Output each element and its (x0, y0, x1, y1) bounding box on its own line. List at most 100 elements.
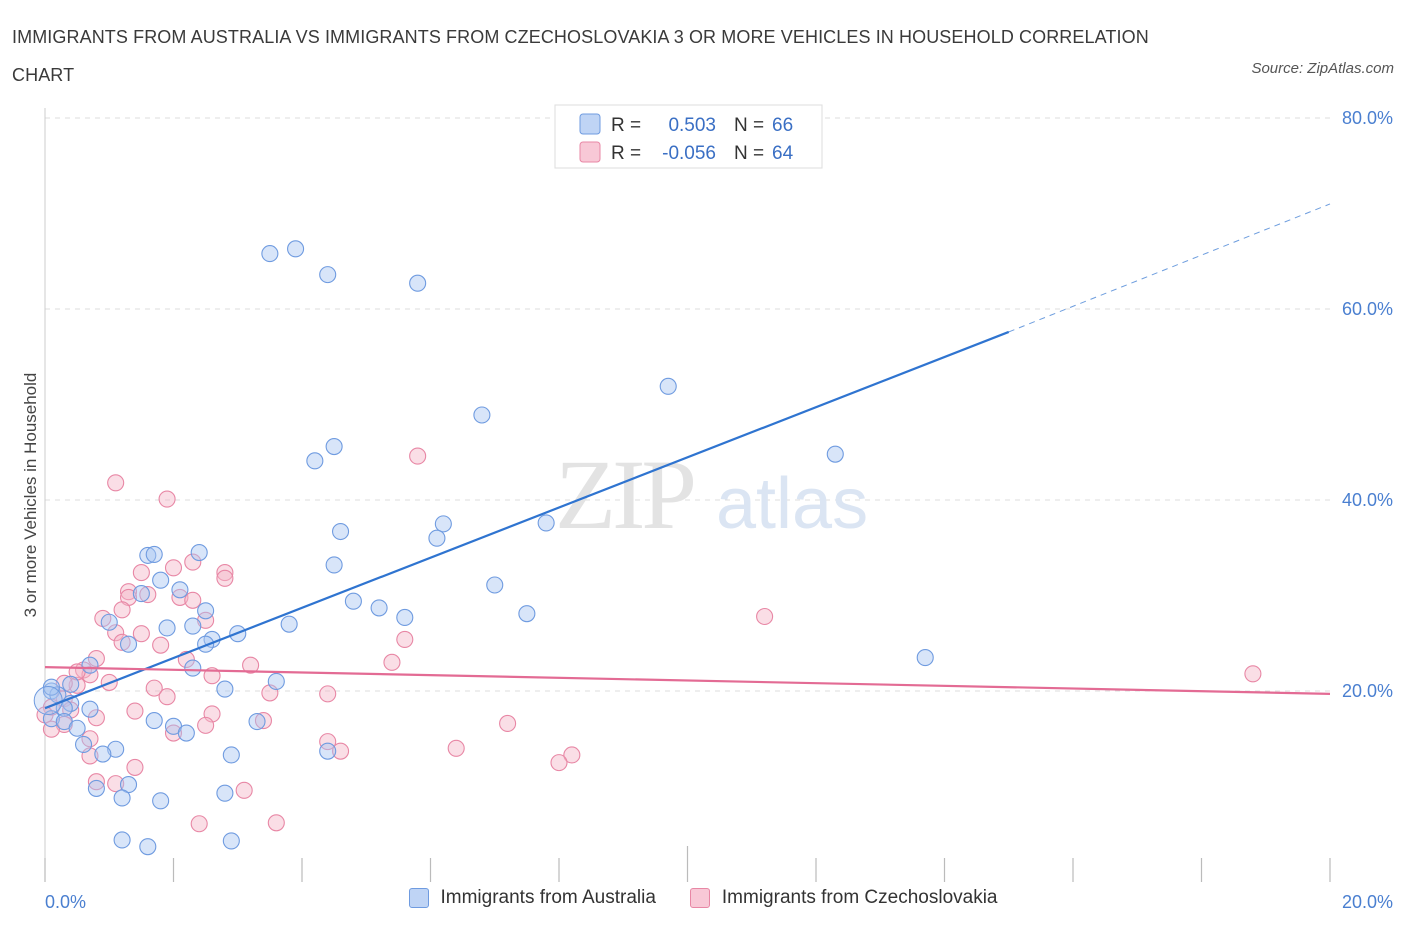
point-australia (113, 789, 131, 807)
point-australia (139, 546, 157, 564)
point-australia (428, 529, 446, 547)
y-tick-labels: 20.0% 40.0% 60.0% 80.0% (1342, 108, 1393, 701)
point-czechoslovakia (126, 702, 144, 720)
point-australia (197, 602, 215, 620)
legend-n-value-czechoslovakia: 64 (772, 143, 794, 164)
legend-item-australia: Immigrants from Australia (408, 887, 656, 909)
point-czechoslovakia (197, 716, 215, 734)
point-czechoslovakia (383, 653, 401, 671)
y-tick-label: 40.0% (1342, 490, 1393, 510)
series-australia-points (33, 240, 934, 856)
x-tick-labels: 0.0% 20.0% (45, 892, 1393, 912)
point-czechoslovakia (107, 775, 125, 793)
watermark-zip: ZIP (555, 439, 693, 550)
point-australia (331, 522, 350, 541)
point-australia (434, 515, 452, 533)
point-czechoslovakia (319, 685, 337, 703)
point-czechoslovakia (563, 746, 581, 764)
point-czechoslovakia (145, 679, 163, 697)
point-australia (184, 659, 202, 677)
point-australia (190, 543, 208, 562)
point-czechoslovakia (184, 591, 202, 609)
axes (44, 108, 1331, 882)
point-australia (659, 377, 677, 395)
point-czechoslovakia (107, 624, 125, 642)
point-czechoslovakia (409, 447, 427, 465)
point-czechoslovakia (132, 625, 150, 643)
trend-line-australia-extension (1008, 203, 1331, 333)
source-label: Source: ZipAtlas.com (1251, 60, 1394, 77)
trend-line-australia (44, 330, 1010, 710)
point-czechoslovakia (447, 739, 465, 757)
point-australia (486, 576, 504, 594)
legend-n-value-australia: 66 (772, 115, 793, 136)
point-australia (248, 713, 266, 731)
point-australia (216, 680, 234, 698)
point-australia (100, 613, 118, 631)
point-czechoslovakia (190, 815, 208, 833)
point-czechoslovakia (216, 569, 234, 587)
point-czechoslovakia (152, 636, 170, 654)
point-czechoslovakia (319, 733, 337, 751)
point-australia (75, 735, 93, 754)
point-czechoslovakia (158, 490, 176, 508)
legend-bottom-swatch-czechoslovakia (689, 888, 710, 908)
point-australia (261, 245, 279, 263)
point-australia (177, 724, 195, 742)
point-australia (396, 608, 414, 627)
point-australia (344, 592, 362, 610)
point-czechoslovakia (499, 714, 517, 733)
point-czechoslovakia (756, 607, 774, 626)
point-czechoslovakia (87, 773, 105, 791)
point-czechoslovakia (68, 676, 86, 694)
legend-bottom-swatch-australia (408, 888, 429, 908)
point-czechoslovakia (132, 564, 150, 582)
point-czechoslovakia (87, 709, 105, 727)
point-australia (222, 832, 240, 850)
point-czechoslovakia (87, 649, 105, 668)
point-australia (280, 615, 298, 633)
point-czechoslovakia (550, 754, 568, 772)
point-australia (145, 712, 163, 730)
point-australia (537, 514, 555, 532)
legend-r-label-czechoslovakia: R = (611, 143, 641, 164)
x-tick-label: 0.0% (45, 892, 86, 912)
legend-r-value-czechoslovakia: -0.056 (662, 143, 716, 164)
legend-swatch-australia (579, 113, 601, 135)
point-australia (267, 672, 285, 691)
point-australia (171, 581, 189, 599)
point-australia (473, 406, 491, 424)
point-czechoslovakia (107, 474, 125, 492)
point-australia (319, 266, 337, 284)
legend-n-label-australia: N = (734, 115, 764, 136)
point-czechoslovakia (216, 564, 234, 582)
point-australia (222, 746, 240, 764)
point-australia (132, 585, 150, 603)
point-czechoslovakia (396, 630, 414, 648)
point-australia (306, 452, 324, 470)
legend-bottom-label-czechoslovakia: Immigrants from Czechoslovakia (721, 887, 998, 908)
legend-bottom: Immigrants from Australia Immigrants fro… (0, 887, 1406, 909)
point-australia (916, 649, 934, 667)
point-czechoslovakia (139, 585, 157, 604)
point-czechoslovakia (235, 781, 253, 799)
point-czechoslovakia (126, 758, 144, 776)
y-tick-label: 80.0% (1342, 108, 1393, 128)
legend-swatch-czechoslovakia (579, 141, 601, 163)
x-tick-label: 20.0% (1342, 892, 1393, 912)
point-czechoslovakia (164, 724, 183, 742)
point-australia (152, 792, 170, 810)
point-australia (325, 437, 343, 456)
chart-title: IMMIGRANTS FROM AUSTRALIA VS IMMIGRANTS … (12, 27, 1149, 85)
point-australia (81, 700, 99, 718)
point-czechoslovakia (81, 730, 99, 748)
point-australia (87, 779, 105, 797)
point-czechoslovakia (254, 712, 273, 730)
gridlines (45, 117, 1330, 692)
point-australia (287, 240, 305, 258)
point-australia (319, 742, 337, 760)
trend-lines (44, 203, 1331, 710)
legend-n-label-czechoslovakia: N = (734, 143, 764, 164)
point-czechoslovakia (267, 814, 285, 832)
